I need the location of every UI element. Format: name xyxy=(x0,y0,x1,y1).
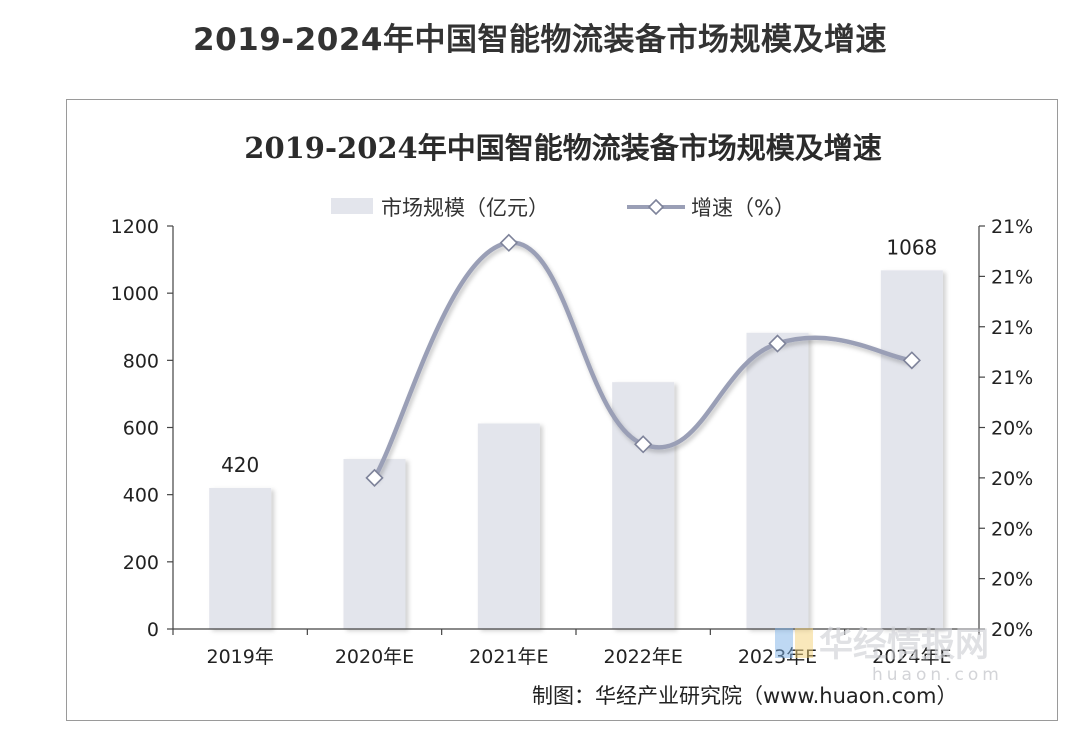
watermark-domain: huaon.com xyxy=(872,665,1003,685)
y-axis-left-tick-label: 1000 xyxy=(111,283,159,305)
growth-line xyxy=(372,240,915,481)
x-axis-tick-label: 2019年 xyxy=(206,646,273,668)
legend-diamond-icon xyxy=(647,198,665,216)
bar xyxy=(209,487,272,629)
line-series xyxy=(365,233,921,488)
y-axis-left-tick-label: 200 xyxy=(123,552,159,574)
growth-point xyxy=(365,468,384,488)
axes: 0 200 400 600 800 1000 1200 20% 20% 20% 20% 20% 21% 2… xyxy=(111,216,1034,668)
chart-frame: 2019-2024年中国智能物流装备市场规模及增速 市场规模（亿元） 增速（%）… xyxy=(66,99,1058,721)
bar xyxy=(343,459,406,629)
legend-line-label: 增速（%） xyxy=(691,196,795,220)
x-axis-tick-label: 2020年E xyxy=(335,646,414,668)
y-axis-right-tick-label: 20% xyxy=(991,468,1033,490)
y-axis-right-tick-label: 21% xyxy=(991,317,1033,339)
bar xyxy=(612,382,675,629)
y-axis-left-tick-label: 600 xyxy=(123,418,159,440)
y-axis-right-tick-label: 20% xyxy=(991,619,1033,641)
y-axis-right-tick-label: 21% xyxy=(991,367,1033,389)
bar xyxy=(880,270,943,629)
growth-point xyxy=(499,233,518,252)
y-axis-left-tick-label: 800 xyxy=(123,350,159,372)
growth-point xyxy=(768,334,787,353)
page-title: 2019-2024年中国智能物流装备市场规模及增速 xyxy=(193,22,887,58)
growth-point xyxy=(902,351,921,370)
y-axis-right-tick-label: 20% xyxy=(991,418,1033,440)
chart-svg: 2019-2024年中国智能物流装备市场规模及增速 市场规模（亿元） 增速（%）… xyxy=(111,131,1034,708)
chart-title: 2019-2024年中国智能物流装备市场规模及增速 xyxy=(244,131,881,165)
y-axis-right-tick-label: 20% xyxy=(991,518,1033,540)
x-axis-tick-label: 2022年E xyxy=(603,646,682,668)
watermark: 华经情报网 huaon.com xyxy=(775,625,1003,685)
growth-point xyxy=(634,435,653,454)
y-axis-left-tick-label: 1200 xyxy=(111,216,159,238)
y-axis-right-tick-label: 21% xyxy=(991,266,1033,288)
watermark-logo-yellow xyxy=(795,628,813,658)
watermark-text: 华经情报网 xyxy=(819,625,989,665)
y-axis-right-tick-label: 21% xyxy=(991,216,1033,238)
x-axis-tick-label: 2021年E xyxy=(469,646,548,668)
legend-bar-label: 市场规模（亿元） xyxy=(381,196,549,220)
bar xyxy=(746,332,809,629)
x-axis-tick-label: 2024年E xyxy=(872,646,951,668)
bar xyxy=(477,423,540,629)
y-axis-left-tick-label: 0 xyxy=(147,619,159,641)
bar-data-label: 1068 xyxy=(886,235,937,259)
data-labels: 420 1068 xyxy=(221,235,937,477)
watermark-logo-blue xyxy=(775,628,793,658)
footer-credit: 制图：华经产业研究院（www.huaon.com） xyxy=(532,684,957,708)
legend-bar-swatch xyxy=(331,198,373,214)
bar-data-label: 420 xyxy=(221,453,259,477)
y-axis-right-tick-label: 20% xyxy=(991,569,1033,591)
legend: 市场规模（亿元） 增速（%） xyxy=(331,196,795,220)
bar-series xyxy=(209,270,943,629)
y-axis-left-tick-label: 400 xyxy=(123,485,159,507)
